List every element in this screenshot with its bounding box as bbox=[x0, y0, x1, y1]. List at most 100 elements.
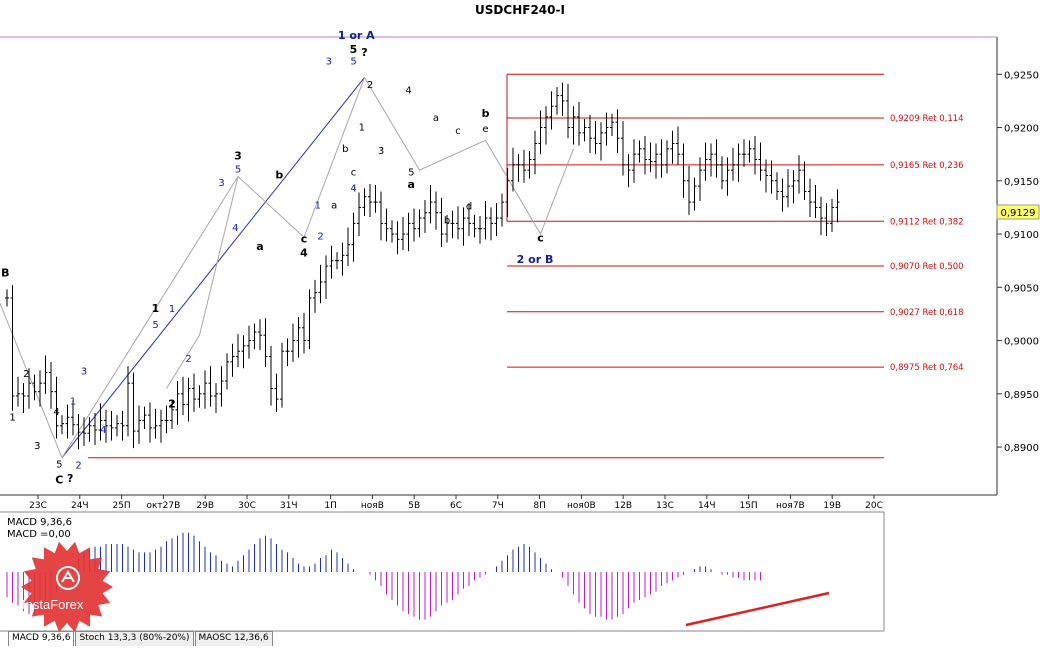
price-bar bbox=[676, 126, 680, 165]
wave-label: 1 bbox=[9, 412, 15, 423]
wave-label: 5 bbox=[350, 43, 358, 56]
price-bar bbox=[456, 206, 460, 240]
price-bar bbox=[401, 217, 405, 251]
wave-label: 5 bbox=[235, 164, 241, 175]
price-bar bbox=[643, 136, 647, 175]
tab-maosc[interactable]: MAOSC 12,36,6 bbox=[194, 631, 273, 646]
price-bar bbox=[747, 140, 752, 163]
price-bar bbox=[445, 214, 449, 243]
price-bar bbox=[731, 147, 735, 181]
price-bar bbox=[302, 312, 306, 354]
price-bar bbox=[307, 289, 312, 350]
y-tick-label: 0,9050 bbox=[1004, 283, 1039, 294]
x-tick-label: 23C bbox=[29, 501, 47, 511]
price-bar bbox=[764, 159, 768, 193]
x-tick-label: 12В bbox=[614, 501, 632, 511]
price-bar bbox=[131, 372, 136, 449]
price-bar bbox=[500, 193, 504, 227]
level-label: 0,9070 Ret 0,500 bbox=[890, 262, 964, 272]
price-bar bbox=[280, 342, 284, 408]
price-bar bbox=[269, 345, 273, 406]
x-tick-label: 20C bbox=[865, 501, 883, 511]
price-bar bbox=[659, 139, 664, 178]
wave-label: 2 bbox=[168, 398, 176, 411]
wave-label: a bbox=[408, 178, 415, 191]
price-bar bbox=[654, 143, 658, 179]
x-tick-label: окт27В bbox=[146, 501, 180, 511]
price-bar bbox=[461, 207, 466, 246]
macd-label: MACD 9,36,6 bbox=[7, 517, 72, 528]
price-bar bbox=[324, 255, 328, 300]
price-bar bbox=[357, 192, 361, 237]
price-bar bbox=[159, 409, 163, 443]
wave-label: 5 bbox=[408, 167, 414, 178]
x-tick-label: 19В bbox=[823, 501, 841, 511]
wave-label: 1 bbox=[359, 123, 365, 134]
price-bar bbox=[522, 149, 526, 183]
price-bar bbox=[632, 139, 636, 183]
price-bar bbox=[560, 82, 565, 116]
wave-label: 4 bbox=[53, 407, 59, 418]
wave-label: a bbox=[433, 113, 439, 124]
wave-label: b bbox=[275, 169, 283, 182]
price-bar bbox=[214, 383, 218, 413]
price-bar bbox=[544, 106, 548, 145]
price-bar bbox=[775, 172, 779, 200]
price-bar bbox=[120, 410, 125, 441]
wave-label: c bbox=[301, 233, 308, 246]
price-bar bbox=[230, 343, 235, 377]
price-bar bbox=[285, 338, 290, 367]
price-bar bbox=[835, 189, 840, 223]
x-tick-label: 25П bbox=[112, 501, 130, 511]
price-bar bbox=[709, 143, 713, 177]
tab-macd[interactable]: MACD 9,36,6 bbox=[8, 631, 75, 646]
price-bar bbox=[428, 185, 433, 224]
price-bar bbox=[450, 210, 455, 239]
price-bar bbox=[665, 140, 669, 174]
price-bar bbox=[93, 412, 97, 445]
instaforex-logo bbox=[21, 541, 113, 633]
price-bar bbox=[32, 374, 37, 401]
macd-divergence-line bbox=[685, 591, 830, 627]
level-label: 0,9112 Ret 0,382 bbox=[890, 217, 964, 227]
price-bar bbox=[830, 198, 834, 232]
wave-label: 2 bbox=[317, 231, 323, 242]
y-tick-label: 0,8900 bbox=[1004, 443, 1039, 454]
price-bar bbox=[720, 156, 724, 190]
price-bar bbox=[263, 318, 268, 368]
tab-stoch[interactable]: Stoch 13,3,3 (80%-20%) bbox=[75, 631, 194, 646]
x-tick-label: 6C bbox=[450, 501, 462, 511]
price-bar bbox=[390, 220, 394, 243]
wave-label: 3 bbox=[378, 146, 384, 157]
wave-label: 4 bbox=[350, 183, 356, 194]
wave-label: 4 bbox=[405, 85, 411, 96]
price-bar bbox=[533, 130, 537, 175]
wave-label: ? bbox=[67, 472, 73, 485]
price-bar bbox=[170, 401, 174, 429]
price-bar bbox=[736, 143, 741, 182]
price-bar bbox=[395, 221, 400, 255]
price-bar bbox=[126, 366, 130, 437]
price-bar bbox=[813, 185, 818, 219]
price-bar bbox=[637, 140, 642, 163]
instaforex-brand: InstaForex bbox=[22, 597, 84, 612]
x-tick-label: нояВ bbox=[361, 501, 384, 511]
indicator-tabs: MACD 9,36,6 Stoch 13,3,3 (80%-20%) MAOSC… bbox=[8, 631, 274, 646]
wave-label: 1 bbox=[315, 200, 321, 211]
y-tick-label: 0,9100 bbox=[1004, 230, 1039, 241]
x-tick-label: ноя0В bbox=[567, 501, 596, 511]
price-bar bbox=[373, 185, 378, 213]
wave-label: 3 bbox=[34, 441, 40, 452]
price-bar bbox=[175, 381, 180, 425]
price-bar bbox=[714, 139, 719, 178]
price-bar bbox=[615, 109, 620, 154]
price-bar bbox=[698, 157, 702, 202]
y-tick-label: 0,9200 bbox=[1004, 124, 1039, 135]
price-bar bbox=[571, 106, 576, 145]
price-bar bbox=[593, 121, 598, 155]
price-bar bbox=[60, 415, 64, 435]
price-bar bbox=[318, 264, 323, 304]
price-bar bbox=[423, 199, 427, 233]
